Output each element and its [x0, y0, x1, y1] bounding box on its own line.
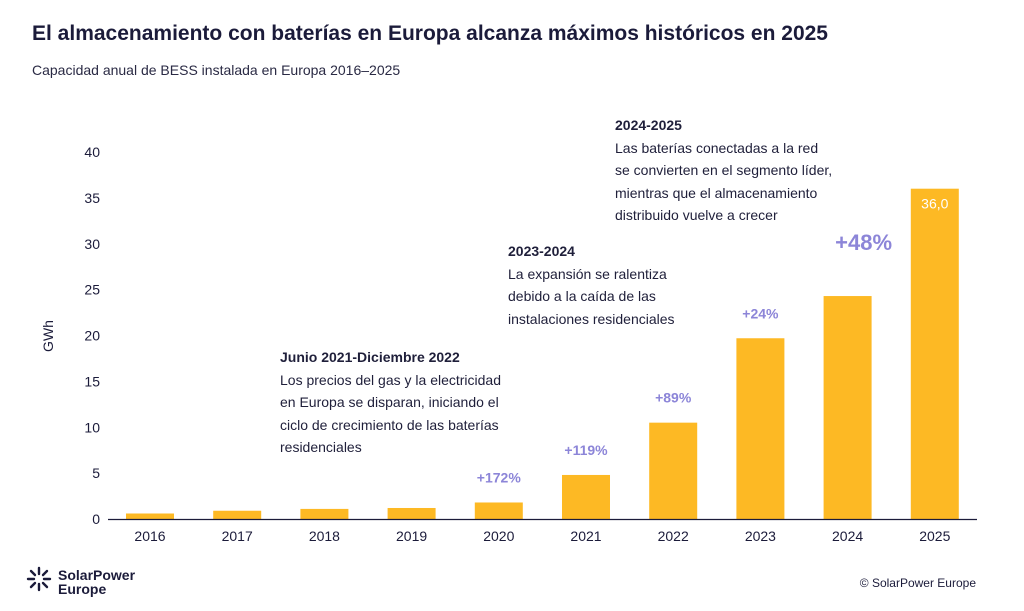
- logo-line-1: SolarPower: [58, 566, 136, 583]
- y-tick-label: 0: [92, 511, 100, 527]
- annotation-heading: 2024-2025: [615, 117, 682, 133]
- y-tick-label: 35: [84, 190, 100, 206]
- y-tick-label: 5: [92, 465, 100, 481]
- annotation-line: Las baterías conectadas a la red: [615, 139, 819, 156]
- bar: [474, 502, 523, 519]
- bar: [562, 474, 610, 519]
- y-tick-label: 10: [84, 419, 100, 435]
- bar: [736, 338, 785, 519]
- bar: [649, 422, 698, 519]
- page-title: El almacenamiento con baterías en Europa…: [32, 22, 828, 45]
- annotation-line: La expansión se ralentiza: [508, 265, 667, 282]
- y-tick-label: 40: [84, 144, 100, 160]
- annotation-2024-2025: 2024-2025 Las baterías conectadas a la r…: [615, 114, 832, 227]
- annotation-line: se convierten en el segmento líder,: [615, 162, 833, 178]
- bar-value-label: 36,0: [921, 196, 948, 212]
- bar: [823, 296, 872, 519]
- bar: [126, 513, 174, 519]
- y-tick-label: 15: [84, 373, 100, 389]
- bar: [387, 507, 436, 519]
- annotation-heading: 2023-2024: [508, 243, 575, 259]
- y-tick-label: 30: [84, 236, 100, 252]
- x-tick-label: 2024: [832, 528, 863, 544]
- y-tick-label: 25: [84, 282, 100, 298]
- annotation-2021-2022: Junio 2021-Diciembre 2022 Los precios de…: [280, 346, 501, 459]
- y-axis-label: GWh: [40, 320, 56, 352]
- annotation-line: Los precios del gas y la electricidad: [280, 371, 502, 388]
- bar: [213, 510, 262, 519]
- growth-label: +119%: [564, 442, 608, 458]
- x-tick-label: 2025: [919, 528, 950, 544]
- growth-label: +48%: [835, 230, 892, 255]
- solarpower-europe-logo: SolarPower Europe: [26, 566, 135, 597]
- x-tick-label: 2017: [222, 528, 253, 544]
- y-tick-label: 20: [84, 328, 100, 344]
- annotation-line: instalaciones residenciales: [508, 310, 675, 327]
- annotation-2023-2024: 2023-2024 La expansión se ralentiza debi…: [508, 240, 675, 330]
- x-tick-label: 2022: [658, 528, 689, 544]
- growth-label: +24%: [742, 305, 779, 321]
- bar: [300, 508, 349, 519]
- copyright-text: © SolarPower Europe: [859, 576, 976, 590]
- page-subtitle: Capacidad anual de BESS instalada en Eur…: [32, 62, 401, 78]
- x-tick-label: 2021: [570, 528, 601, 544]
- sun-burst-icon: [26, 566, 52, 597]
- x-tick-label: 2020: [483, 528, 514, 544]
- logo-wordmark: SolarPower Europe: [58, 568, 135, 596]
- growth-label: +89%: [655, 390, 692, 406]
- logo-line-2: Europe: [58, 580, 107, 597]
- annotation-line: distribuido vuelve a crecer: [615, 207, 778, 223]
- growth-label: +172%: [477, 469, 522, 485]
- annotation-line: ciclo de crecimiento de las baterías: [280, 416, 499, 433]
- x-tick-label: 2018: [309, 528, 340, 544]
- x-tick-label: 2019: [396, 528, 427, 544]
- annotation-line: debido a la caída de las: [508, 288, 656, 304]
- x-tick-label: 2016: [134, 528, 165, 544]
- annotation-heading: Junio 2021-Diciembre 2022: [280, 349, 460, 365]
- annotation-line: en Europa se disparan, iniciando el: [280, 394, 499, 410]
- annotation-line: mientras que el almacenamiento: [615, 184, 818, 201]
- x-tick-label: 2023: [745, 528, 776, 544]
- bar: [910, 188, 959, 519]
- annotation-line: residenciales: [280, 439, 362, 455]
